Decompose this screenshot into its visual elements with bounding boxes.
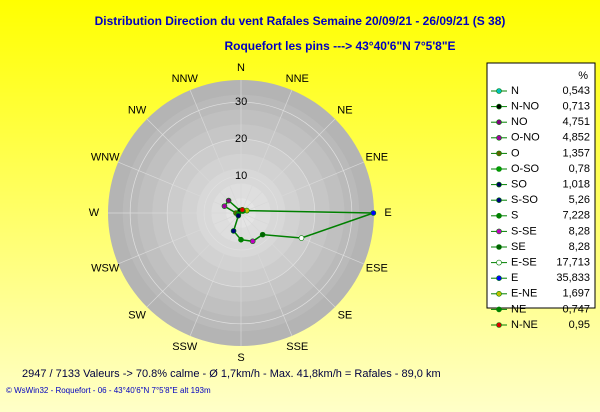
legend-label: E-NE bbox=[511, 288, 537, 300]
legend-label: N-NO bbox=[511, 101, 540, 113]
legend-marker bbox=[496, 166, 502, 172]
legend-value: 8,28 bbox=[569, 225, 590, 237]
legend-marker bbox=[496, 259, 502, 266]
legend-label: S-SO bbox=[511, 194, 538, 206]
legend-label: SE bbox=[511, 241, 526, 253]
legend-label: NE bbox=[511, 303, 526, 315]
direction-label: SE bbox=[338, 309, 353, 321]
direction-label: ENE bbox=[365, 151, 388, 163]
legend-marker bbox=[496, 150, 502, 157]
legend-label: N bbox=[511, 85, 519, 97]
legend-marker bbox=[496, 290, 502, 297]
r-tick-label: 10 bbox=[235, 170, 247, 182]
point bbox=[239, 206, 246, 213]
legend-value: 0,713 bbox=[562, 101, 590, 113]
point bbox=[230, 228, 237, 234]
r-tick-label: 30 bbox=[235, 96, 247, 108]
credit: © WsWin32 - Roquefort - 06 - 43°40'6"N 7… bbox=[6, 386, 211, 395]
legend-label: NO bbox=[511, 116, 528, 128]
r-tick-label: 20 bbox=[235, 133, 247, 145]
direction-label: N bbox=[237, 62, 245, 74]
legend-value: 35,833 bbox=[556, 272, 590, 284]
legend-title: % bbox=[578, 70, 588, 82]
legend-marker bbox=[496, 306, 502, 313]
legend-label: O bbox=[511, 147, 520, 159]
direction-label: WSW bbox=[91, 262, 120, 274]
legend-label: SO bbox=[511, 179, 527, 191]
direction-label: SW bbox=[128, 309, 146, 321]
legend-value: 1,357 bbox=[562, 147, 590, 159]
direction-label: W bbox=[89, 207, 100, 219]
legend-label: O-SO bbox=[511, 163, 540, 175]
legend-label: E bbox=[511, 272, 518, 284]
chart-title: Distribution Direction du vent Rafales S… bbox=[95, 14, 506, 28]
direction-label: NNW bbox=[172, 73, 199, 85]
legend-value: 8,28 bbox=[569, 241, 590, 253]
legend-value: 0,78 bbox=[569, 163, 590, 175]
legend-label: S bbox=[511, 210, 518, 222]
legend-value: 17,713 bbox=[556, 257, 590, 269]
legend-box bbox=[486, 62, 596, 309]
direction-label: E bbox=[384, 207, 391, 219]
legend-marker bbox=[496, 197, 502, 203]
footer: 2947 / 7133 Valeurs -> 70.8% calme - Ø 1… bbox=[22, 368, 441, 380]
point bbox=[298, 235, 305, 241]
legend-marker bbox=[496, 228, 502, 235]
point bbox=[259, 231, 266, 238]
legend-marker bbox=[496, 275, 502, 282]
legend-marker bbox=[496, 88, 502, 94]
direction-label: ESE bbox=[366, 262, 388, 274]
legend-marker bbox=[496, 213, 502, 219]
point bbox=[238, 236, 244, 243]
point bbox=[370, 210, 377, 216]
direction-label: SSW bbox=[172, 341, 198, 353]
point bbox=[225, 197, 232, 204]
legend-label: N-NE bbox=[511, 319, 538, 331]
direction-label: S bbox=[237, 352, 244, 364]
legend-value: 4,751 bbox=[562, 116, 590, 128]
point bbox=[235, 212, 242, 219]
legend-value: 0,95 bbox=[569, 319, 590, 331]
legend-label: E-SE bbox=[511, 257, 537, 269]
legend-value: 7,228 bbox=[562, 210, 590, 222]
legend-label: O-NO bbox=[511, 132, 540, 144]
legend-value: 5,26 bbox=[569, 194, 590, 206]
legend-marker bbox=[496, 135, 502, 141]
direction-label: WNW bbox=[91, 151, 120, 163]
direction-label: NE bbox=[337, 104, 352, 116]
point bbox=[221, 203, 228, 209]
direction-label: SSE bbox=[286, 341, 308, 353]
legend-marker bbox=[496, 181, 502, 188]
grid-ring bbox=[203, 175, 279, 251]
direction-label: NW bbox=[128, 104, 147, 116]
legend-value: 1,697 bbox=[562, 288, 590, 300]
legend-marker bbox=[496, 103, 502, 110]
legend-label: S-SE bbox=[511, 225, 537, 237]
point bbox=[249, 238, 256, 245]
grid-ring bbox=[166, 138, 316, 288]
legend-marker bbox=[496, 322, 502, 328]
legend-value: 1,018 bbox=[562, 179, 590, 191]
legend-value: 0,747 bbox=[562, 303, 590, 315]
legend-value: 0,543 bbox=[562, 85, 590, 97]
chart-subtitle: Roquefort les pins ---> 43°40'6"N 7°5'8"… bbox=[224, 39, 455, 53]
legend-value: 4,852 bbox=[562, 132, 590, 144]
direction-label: NNE bbox=[286, 73, 309, 85]
legend-marker bbox=[496, 244, 502, 250]
legend-marker bbox=[496, 119, 502, 125]
